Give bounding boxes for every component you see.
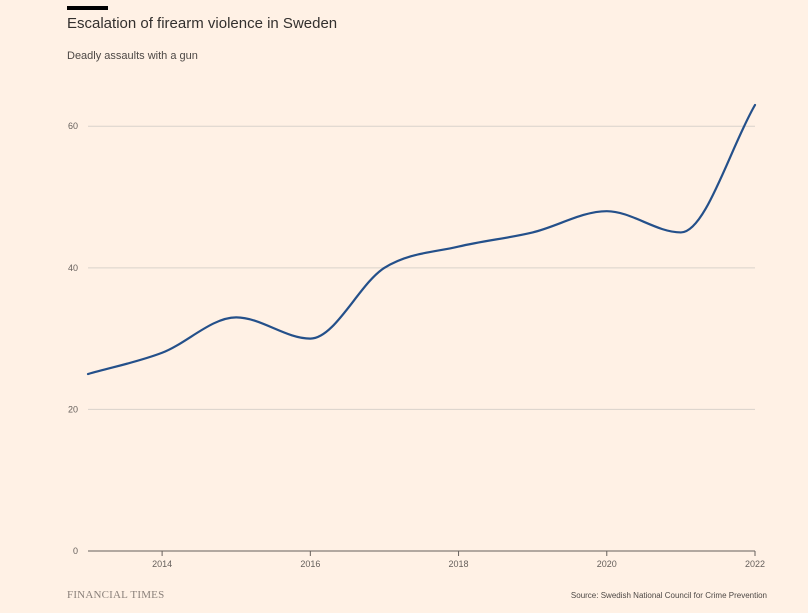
data-point: [531, 231, 533, 233]
x-tick-label: 2022: [745, 559, 765, 569]
x-axis: 2014 2016 2018 2020 2022: [88, 550, 765, 569]
data-point: [383, 267, 385, 269]
data-point: [754, 104, 756, 106]
y-tick-label: 60: [68, 121, 78, 131]
data-point: [309, 337, 311, 339]
data-point: [457, 245, 459, 247]
data-point: [87, 373, 89, 375]
chart-subtitle: Deadly assaults with a gun: [67, 50, 198, 62]
data-point: [680, 231, 682, 233]
data-point: [235, 316, 237, 318]
y-axis-ticks: 0 20 40 60: [68, 121, 78, 556]
series-layer: [86, 103, 757, 376]
x-tick-label: 2018: [449, 559, 469, 569]
data-point: [161, 352, 163, 354]
y-tick-label: 40: [68, 263, 78, 273]
y-tick-label: 20: [68, 404, 78, 414]
data-point: [606, 210, 608, 212]
series-line: [86, 103, 757, 376]
gridlines: [88, 125, 755, 410]
brand-logo: FINANCIAL TIMES: [67, 589, 165, 601]
source-note: Source: Swedish National Council for Cri…: [570, 591, 767, 600]
x-tick-label: 2020: [597, 559, 617, 569]
x-tick-label: 2014: [152, 559, 172, 569]
x-tick-label: 2016: [300, 559, 320, 569]
header-rule: [67, 6, 108, 10]
chart-title: Escalation of firearm violence in Sweden: [67, 15, 338, 32]
y-tick-label: 0: [73, 546, 78, 556]
